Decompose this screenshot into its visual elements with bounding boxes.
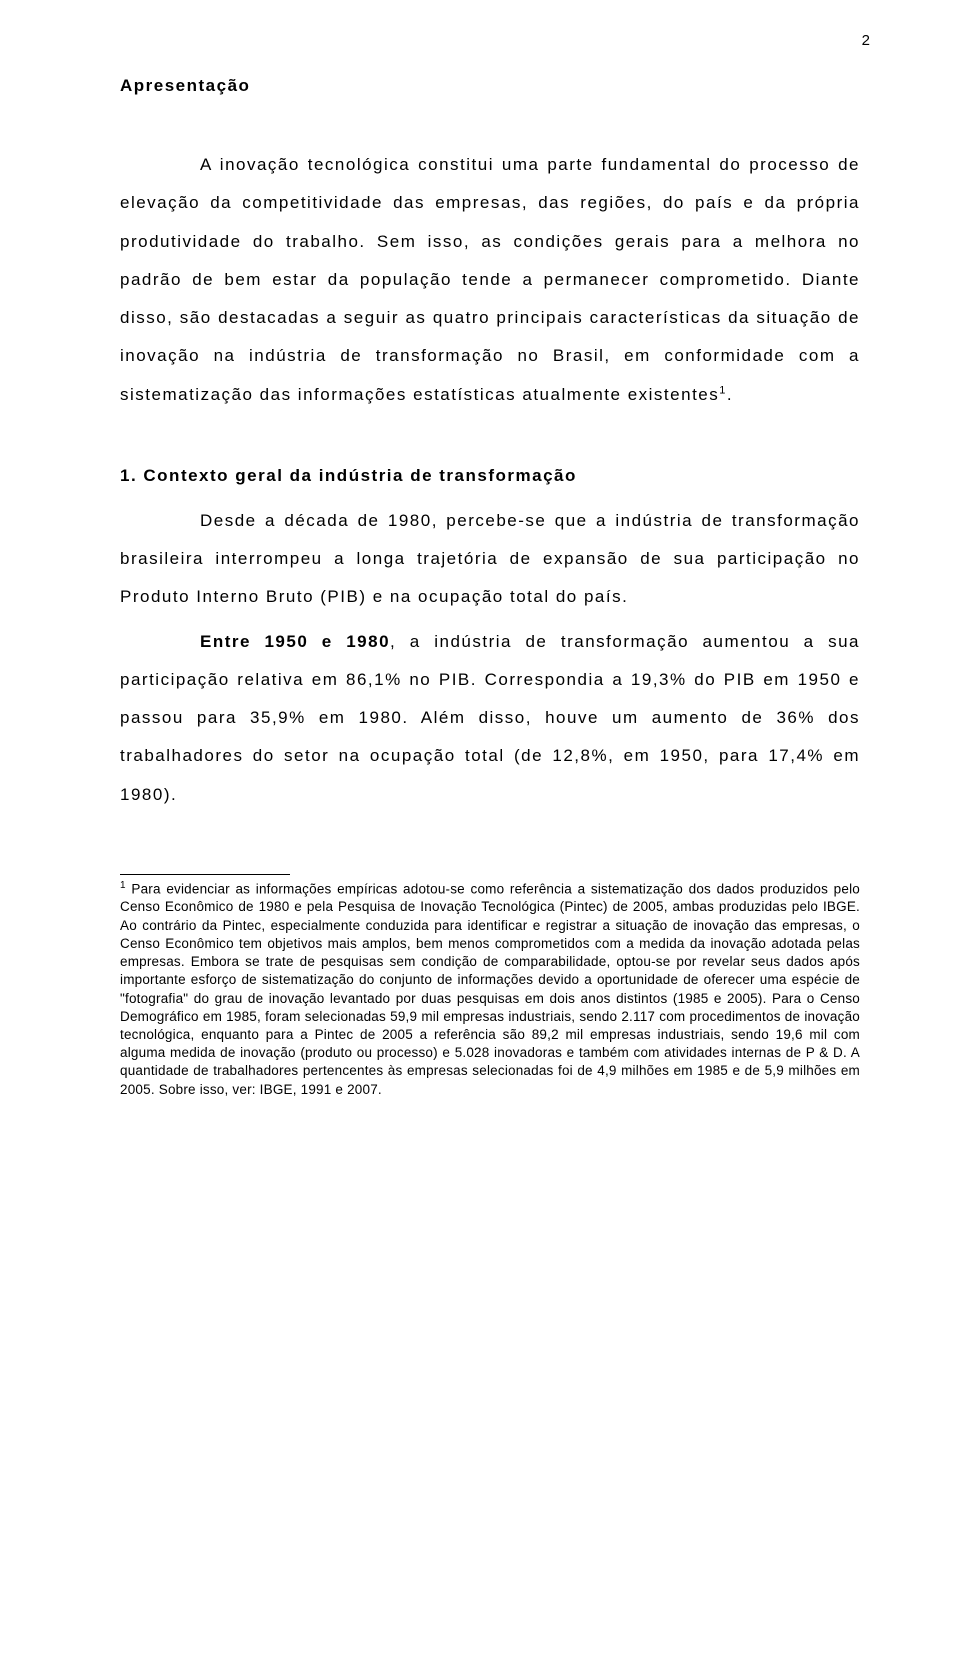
page-number: 2 bbox=[862, 32, 870, 49]
heading-contexto-geral: 1. Contexto geral da indústria de transf… bbox=[120, 466, 860, 486]
footnote-ref-1: 1 bbox=[719, 384, 727, 396]
paragraph-contexto-1: Desde a década de 1980, percebe-se que a… bbox=[120, 502, 860, 617]
paragraph-intro-text: A inovação tecnológica constitui uma par… bbox=[120, 155, 860, 404]
paragraph-contexto-2-bold: Entre 1950 e 1980 bbox=[200, 632, 390, 651]
paragraph-intro: A inovação tecnológica constitui uma par… bbox=[120, 146, 860, 414]
paragraph-contexto-2: Entre 1950 e 1980, a indústria de transf… bbox=[120, 623, 860, 814]
footnote-text: Para evidenciar as informações empíricas… bbox=[120, 881, 860, 1096]
footnote-separator bbox=[120, 874, 290, 875]
footnote-1: 1 Para evidenciar as informações empíric… bbox=[120, 879, 860, 1099]
document-page: 2 Apresentação A inovação tecnológica co… bbox=[0, 0, 960, 1656]
section-title-apresentacao: Apresentação bbox=[120, 76, 860, 96]
paragraph-intro-tail: . bbox=[727, 385, 733, 404]
paragraph-contexto-2-rest: , a indústria de transformação aumentou … bbox=[120, 632, 860, 804]
